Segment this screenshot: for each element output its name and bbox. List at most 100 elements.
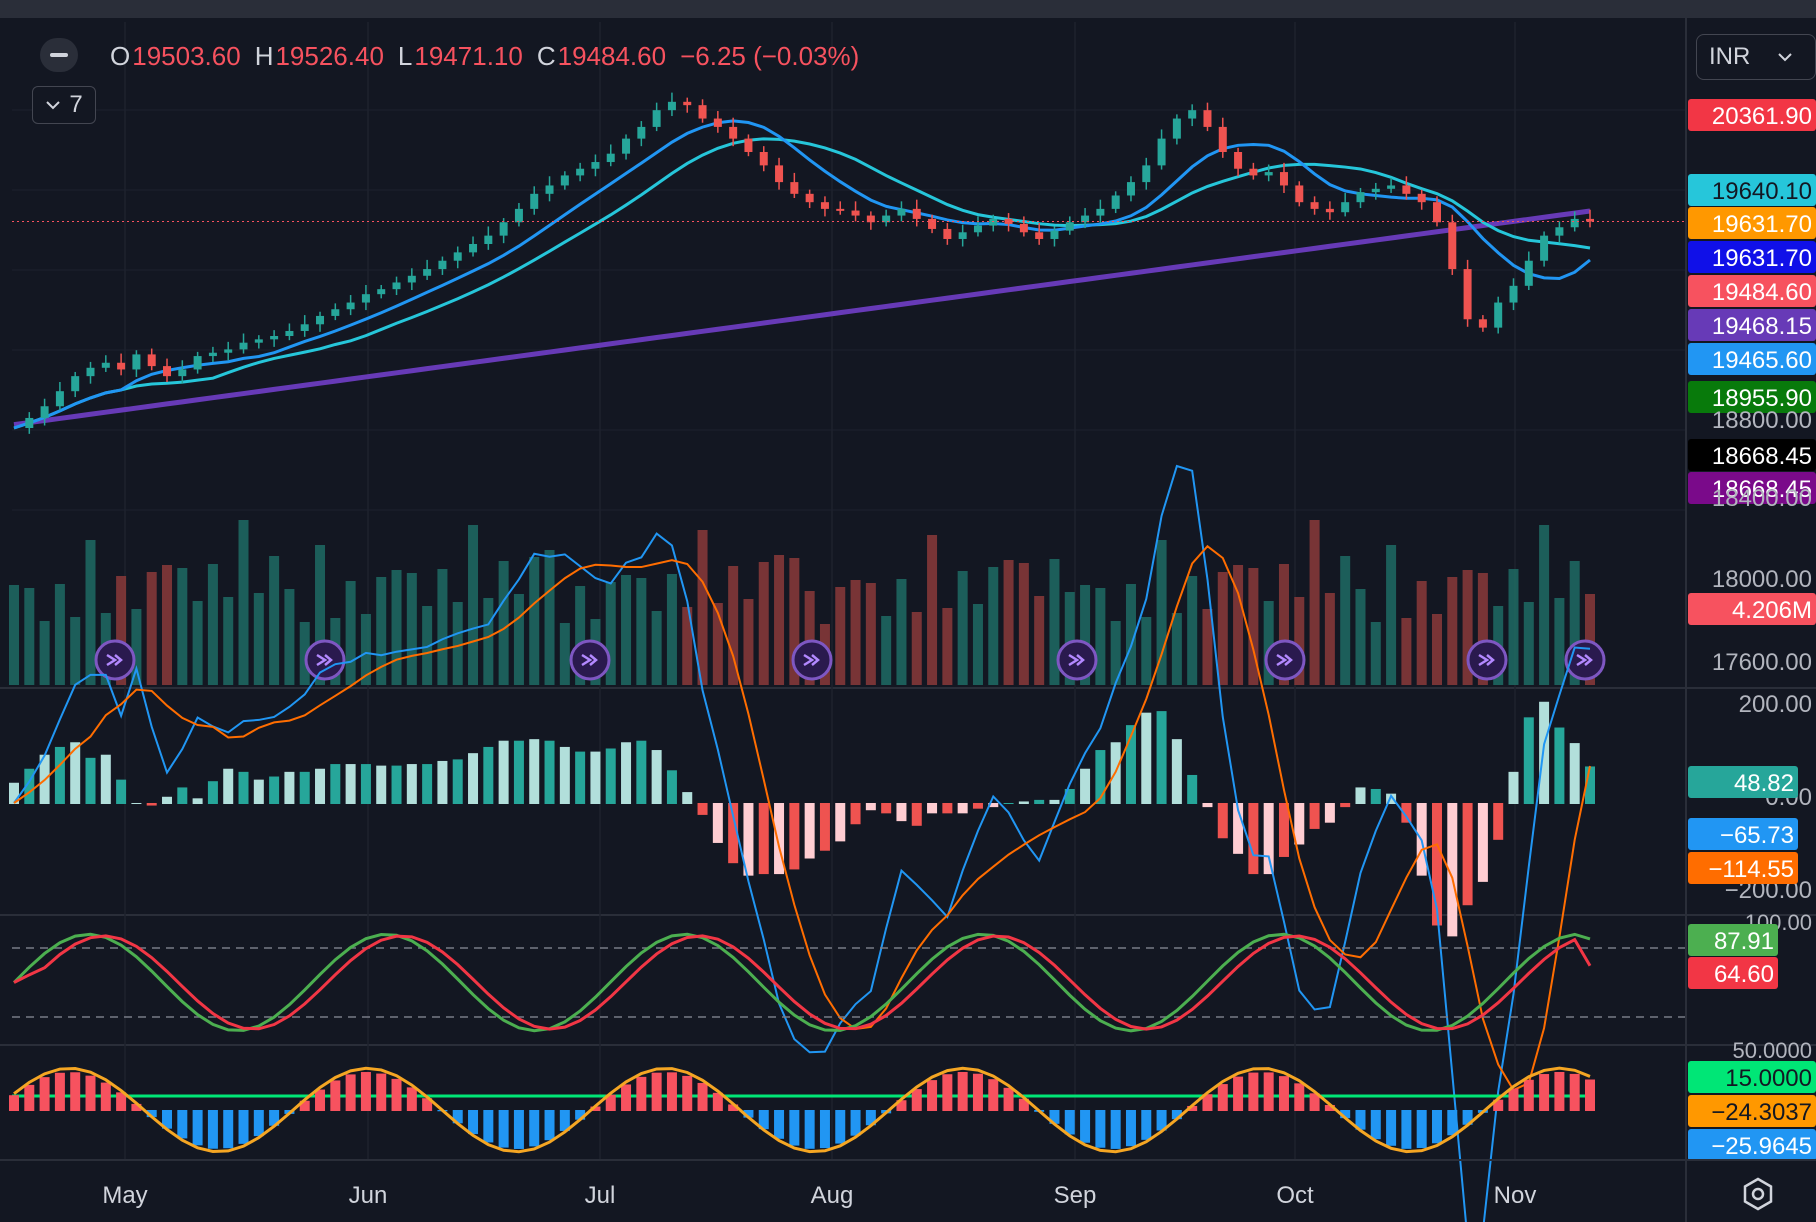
volume-bar: [162, 565, 173, 685]
currency-selector[interactable]: INR: [1696, 34, 1816, 80]
candle-body: [469, 244, 478, 253]
macd-histogram-bar: [1386, 793, 1397, 804]
volume-bar: [422, 606, 433, 685]
volume-bar: [865, 583, 876, 685]
macd-histogram-bar: [1401, 803, 1412, 823]
osc-line: [13, 1066, 1591, 1154]
candle-body: [1432, 202, 1441, 223]
osc-histogram-bar: [1278, 1076, 1289, 1111]
macd-histogram-bar: [651, 750, 662, 804]
osc-histogram-bar: [896, 1100, 907, 1111]
macd-histogram-bar: [1370, 788, 1381, 804]
macd-histogram-bar: [406, 764, 417, 804]
volume-bar: [1156, 540, 1167, 685]
candle-body: [1295, 185, 1304, 203]
macd-histogram-bar: [1248, 803, 1259, 875]
osc-histogram-bar: [957, 1072, 968, 1111]
macd-histogram-bar: [1523, 717, 1534, 804]
osc-histogram-bar: [590, 1106, 601, 1111]
candle-body: [1325, 208, 1334, 213]
osc-histogram-bar: [483, 1110, 494, 1143]
volume-bar: [1294, 597, 1305, 685]
osc-histogram-bar: [162, 1110, 173, 1129]
macd-histogram-bar: [131, 803, 142, 804]
volume-bar: [1477, 573, 1488, 685]
volume-bar: [1064, 592, 1075, 685]
macd-histogram-bar: [1141, 712, 1152, 804]
volume-bar: [207, 564, 218, 685]
macd-histogram-bar: [865, 803, 876, 811]
macd-histogram-bar: [299, 771, 310, 804]
macd-histogram-bar: [850, 803, 861, 825]
osc-histogram-bar: [1248, 1072, 1259, 1111]
price-tick: 18000.00: [1712, 566, 1812, 593]
collapse-legend-button[interactable]: [40, 38, 78, 72]
candle-body: [637, 126, 646, 139]
low-value: 19471.10: [414, 40, 523, 71]
macd-histogram-bar: [804, 803, 815, 859]
candle-body: [1341, 202, 1350, 213]
candle-body: [1509, 285, 1518, 303]
macd-histogram-bar: [1355, 787, 1366, 804]
indicators-toggle[interactable]: 7: [32, 86, 96, 124]
candle-body: [178, 369, 187, 377]
change-value: −6.25 (−0.03%): [680, 40, 860, 71]
candle-body: [1402, 185, 1411, 194]
volume-bar: [1355, 589, 1366, 685]
volume-bar: [1324, 593, 1335, 685]
volume-bar: [1523, 602, 1534, 685]
volume-bar: [177, 568, 188, 685]
volume-bar: [116, 576, 127, 685]
osc-histogram-bar: [1125, 1110, 1136, 1147]
macd-histogram-bar: [1585, 766, 1595, 804]
macd-label-tag: [1688, 852, 1798, 884]
macd-histogram-bar: [590, 751, 601, 804]
volume-bar: [1263, 601, 1274, 685]
osc-histogram-bar: [728, 1104, 739, 1111]
osc-histogram-bar: [758, 1110, 769, 1130]
candle-body: [698, 105, 707, 119]
osc-histogram-bar: [1539, 1074, 1550, 1111]
candle-body: [882, 215, 891, 223]
settings-icon[interactable]: [1740, 1176, 1776, 1212]
volume-bar: [269, 556, 280, 685]
ema-slow-line: [13, 137, 1591, 430]
macd-histogram-bar: [315, 768, 326, 804]
osc-histogram-bar: [575, 1110, 586, 1120]
macd-histogram-bar: [544, 740, 555, 804]
candle-body: [1417, 193, 1426, 203]
candle-body: [55, 391, 64, 407]
candle-body: [928, 218, 937, 229]
volume-bar: [1003, 560, 1014, 685]
month-label: Nov: [1494, 1182, 1537, 1209]
osc-histogram-bar: [391, 1078, 402, 1111]
stoch-k-line: [12, 932, 1591, 1033]
candle-body: [1126, 182, 1135, 196]
price-label-tag: [1688, 593, 1816, 625]
osc-histogram-bar: [651, 1072, 662, 1111]
macd-histogram-bar: [360, 764, 371, 804]
macd-histogram-bar: [85, 757, 96, 804]
candle-body: [1540, 235, 1549, 261]
candle-body: [713, 118, 722, 127]
volume-bar: [1202, 609, 1213, 685]
macd-histogram-bar: [1569, 743, 1580, 804]
osc-histogram-bar: [850, 1110, 861, 1136]
volume-bar: [651, 611, 662, 685]
volume-bar: [728, 566, 739, 685]
volume-bar: [24, 588, 35, 685]
volume-bar: [1462, 570, 1473, 685]
macd-histogram-bar: [988, 803, 999, 808]
osc-histogram-bar: [819, 1110, 830, 1149]
volume-bar: [345, 581, 356, 685]
volume-bar: [1309, 520, 1320, 685]
osc-histogram-bar: [1309, 1093, 1320, 1111]
price-label-text: 18668.45: [1712, 443, 1812, 470]
macd-histogram-bar: [835, 803, 846, 842]
arrow-right-icon: [1576, 653, 1593, 667]
osc-histogram-bar: [1462, 1110, 1473, 1125]
candle-body: [1096, 208, 1105, 216]
osc-histogram-bar: [468, 1110, 479, 1135]
